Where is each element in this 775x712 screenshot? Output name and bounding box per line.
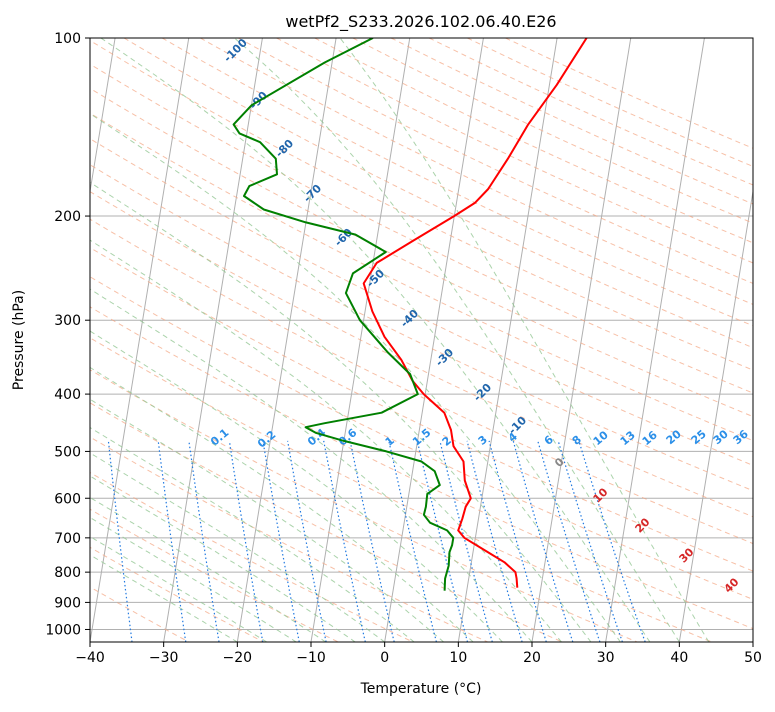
x-axis-label: Temperature (°C)	[360, 681, 482, 697]
x-tick-label: 50	[744, 650, 762, 666]
x-tick-label: 10	[449, 650, 467, 666]
x-tick-label: −30	[149, 650, 179, 666]
y-tick-label: 900	[54, 595, 81, 611]
y-tick-label: 800	[54, 565, 81, 581]
x-tick-label: −20	[223, 650, 253, 666]
y-tick-label: 1000	[45, 622, 81, 638]
y-tick-label: 100	[54, 31, 81, 47]
y-tick-label: 600	[54, 491, 81, 507]
x-tick-label: 20	[523, 650, 541, 666]
y-tick-label: 500	[54, 444, 81, 460]
y-tick-label: 200	[54, 209, 81, 225]
x-tick-label: −10	[296, 650, 326, 666]
y-axis-label: Pressure (hPa)	[11, 290, 27, 390]
y-tick-label: 700	[54, 531, 81, 547]
x-tick-label: 40	[670, 650, 688, 666]
y-tick-label: 300	[54, 313, 81, 329]
y-tick-label: 400	[54, 387, 81, 403]
x-tick-label: −40	[75, 650, 105, 666]
chart-title: wetPf2_S233.2026.102.06.40.E26	[285, 12, 556, 32]
x-tick-label: 30	[597, 650, 615, 666]
x-tick-label: 0	[380, 650, 389, 666]
